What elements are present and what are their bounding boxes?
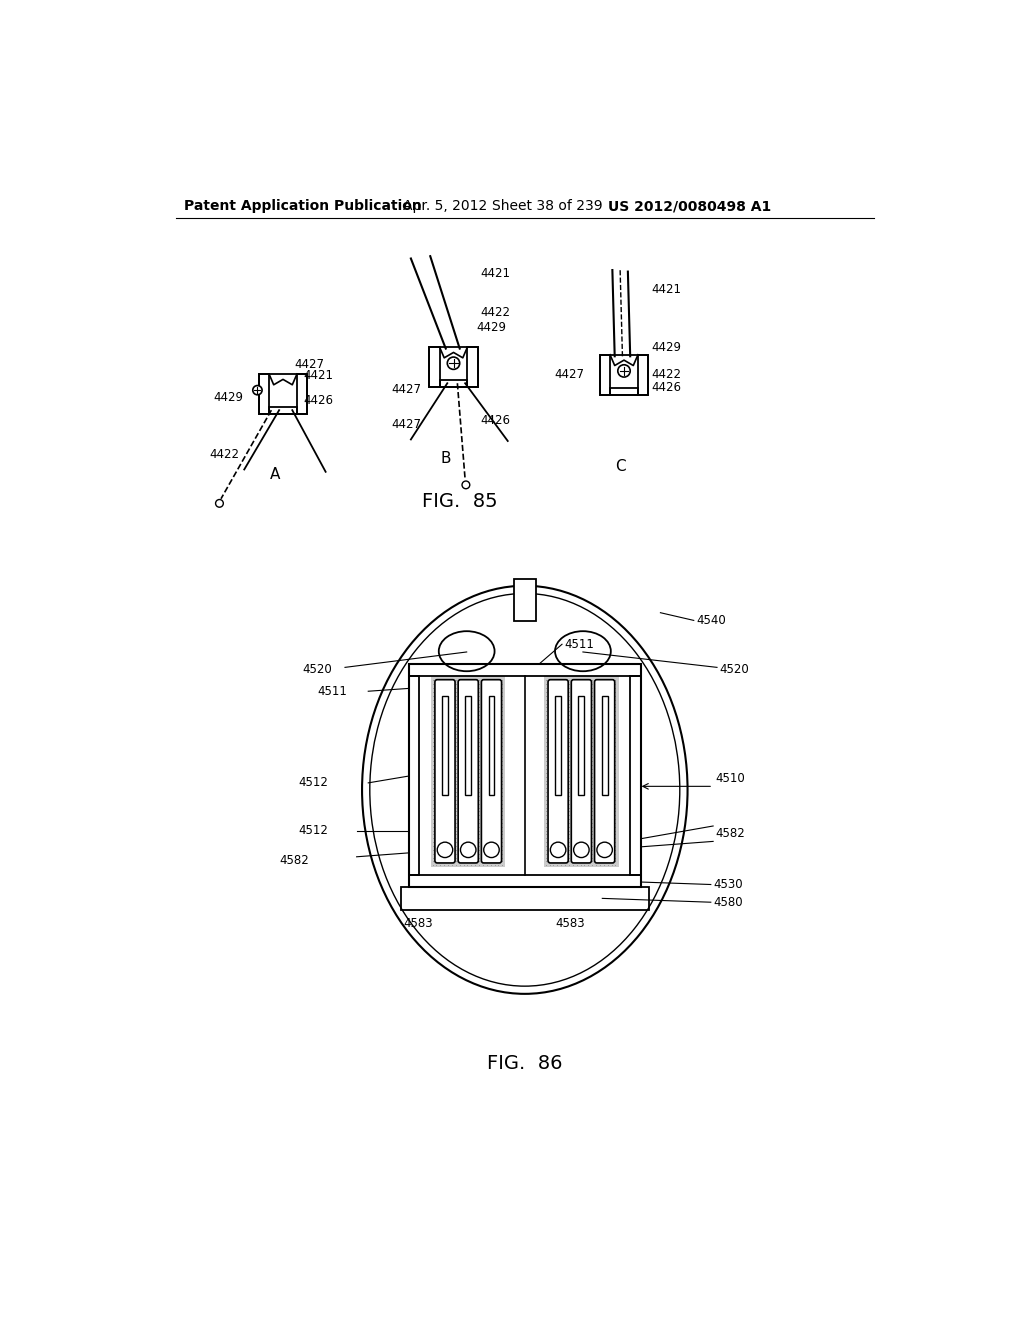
Circle shape [617,364,630,378]
Text: 4520: 4520 [302,663,332,676]
Text: 4426: 4426 [303,395,333,408]
Bar [638,355,648,395]
Text: 4427: 4427 [391,383,422,396]
Text: 4422: 4422 [651,367,681,380]
Bar [409,676,420,875]
FancyBboxPatch shape [458,680,478,863]
Bar [439,380,467,387]
Text: 4426: 4426 [651,380,681,393]
Bar [409,664,641,887]
Text: 4512: 4512 [299,776,329,789]
Bar [269,407,297,414]
Bar [600,355,610,395]
Text: 4429: 4429 [213,391,244,404]
Bar [409,875,641,887]
Text: 4530: 4530 [713,878,742,891]
Text: Patent Application Publication: Patent Application Publication [183,199,422,213]
Bar [297,374,307,414]
Bar [259,374,269,414]
Circle shape [253,385,262,395]
Bar [467,347,477,387]
Text: Sheet 38 of 239: Sheet 38 of 239 [493,199,603,213]
Text: 4429: 4429 [651,341,681,354]
FancyBboxPatch shape [595,680,614,863]
Bar [439,380,467,387]
Bar [602,696,607,795]
Bar [431,676,506,867]
Bar [269,407,297,414]
Text: 4429: 4429 [477,321,507,334]
Text: 4427: 4427 [391,417,422,430]
Text: 4540: 4540 [696,614,726,627]
Circle shape [216,499,223,507]
Bar [400,887,649,909]
FancyBboxPatch shape [435,680,455,863]
Text: 4427: 4427 [554,367,585,380]
Text: US 2012/0080498 A1: US 2012/0080498 A1 [608,199,772,213]
Text: 4582: 4582 [280,854,309,867]
Ellipse shape [370,594,680,986]
Bar [630,676,641,875]
Text: 4421: 4421 [651,282,681,296]
Bar [544,676,618,867]
Bar [429,347,477,387]
Bar [409,664,641,676]
Text: A: A [270,466,281,482]
FancyBboxPatch shape [548,680,568,863]
Text: 4512: 4512 [299,825,329,837]
Text: Apr. 5, 2012: Apr. 5, 2012 [403,199,487,213]
Bar [429,347,439,387]
Text: 4510: 4510 [716,772,745,785]
Text: 4583: 4583 [403,917,433,931]
Text: 4580: 4580 [713,896,742,908]
Text: 4421: 4421 [480,268,511,280]
Bar [429,347,439,387]
Text: B: B [440,451,451,466]
FancyBboxPatch shape [481,680,502,863]
Circle shape [447,358,460,370]
Circle shape [462,480,470,488]
Bar [630,676,641,875]
Bar [610,388,638,395]
Text: 4582: 4582 [716,828,745,841]
Bar [579,696,585,795]
Bar [409,875,641,887]
Bar [467,347,477,387]
Text: 4583: 4583 [555,917,585,931]
Bar [297,374,307,414]
Text: 4511: 4511 [317,685,348,698]
Text: 4427: 4427 [295,358,325,371]
Bar [638,355,648,395]
Bar [555,696,561,795]
Text: 4421: 4421 [303,370,333,381]
Text: 4426: 4426 [480,413,511,426]
Bar [259,374,269,414]
Text: 4511: 4511 [564,638,594,651]
Bar [600,355,648,395]
Bar [442,696,447,795]
Text: FIG.  85: FIG. 85 [423,491,498,511]
Bar [259,374,307,414]
Text: 4520: 4520 [719,663,750,676]
Bar [409,676,420,875]
FancyBboxPatch shape [571,680,592,863]
Text: C: C [614,459,626,474]
Text: 4422: 4422 [480,306,511,319]
Text: FIG.  86: FIG. 86 [487,1053,562,1073]
Bar [610,388,638,395]
Bar [600,355,610,395]
Bar [465,696,471,795]
Bar [400,887,649,909]
Bar [488,696,495,795]
Bar [409,664,641,676]
Bar [514,578,536,622]
Text: 4422: 4422 [209,449,240,462]
Ellipse shape [362,586,687,994]
